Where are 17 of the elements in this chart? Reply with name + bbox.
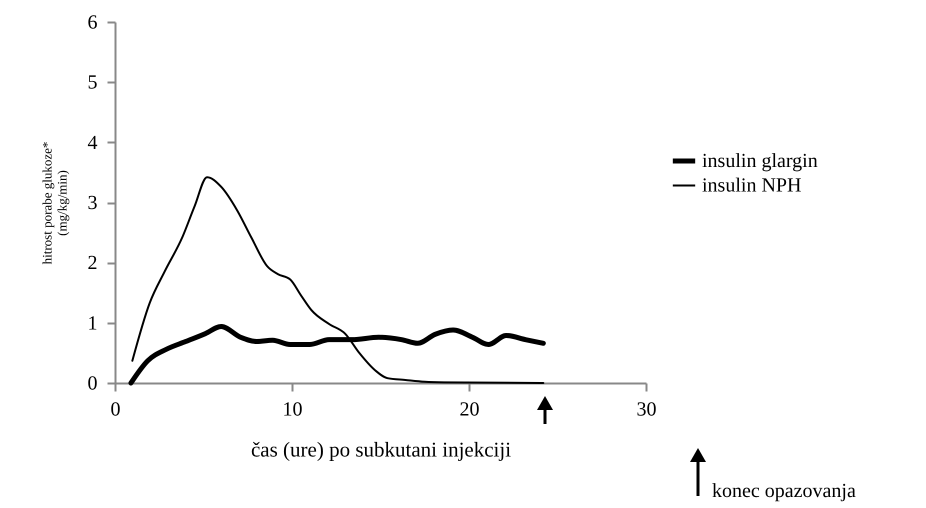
x-tick-label: 0 — [110, 398, 120, 420]
x-tick-label: 10 — [282, 398, 302, 420]
y-tick-label: 1 — [88, 312, 98, 334]
y-axis-title: hitrost porabe glukoze* (mg/kg/min) — [40, 142, 70, 264]
y-tick-label: 4 — [88, 132, 98, 154]
y-tick-label: 3 — [88, 192, 98, 214]
x-tick-label: 20 — [460, 398, 480, 420]
y-tick-label: 2 — [88, 252, 98, 274]
x-tick-label: 30 — [636, 398, 656, 420]
x-axis-title: čas (ure) po subkutani injekciji — [250, 438, 512, 462]
line-series — [131, 176, 544, 384]
y-tick-label: 0 — [88, 372, 98, 394]
legend-label: insulin glargin — [702, 150, 818, 172]
legend-label: insulin NPH — [702, 174, 802, 196]
y-tick-label: 6 — [88, 12, 98, 34]
y-tick-label: 5 — [88, 72, 98, 94]
text: konec opazovanja — [712, 480, 856, 503]
